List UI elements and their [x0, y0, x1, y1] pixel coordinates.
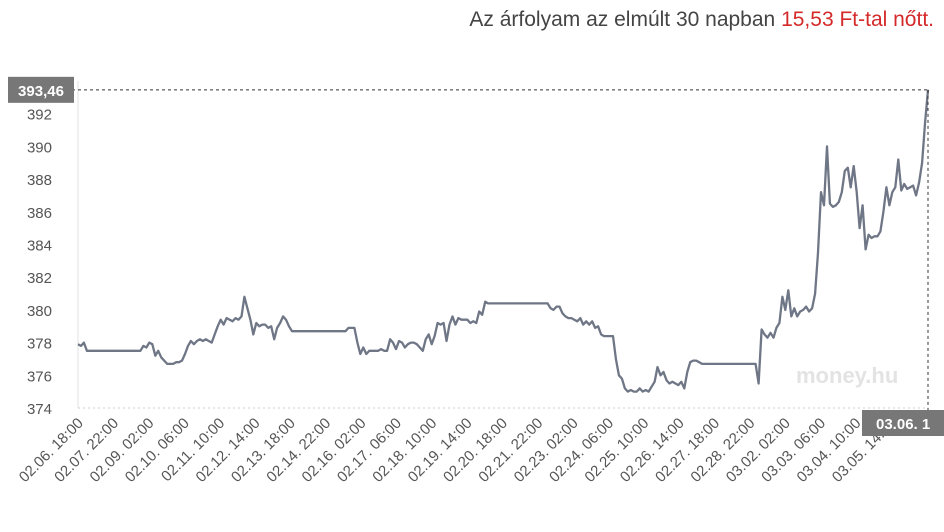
summary-change: 15,53 Ft-tal nőtt.: [781, 8, 934, 31]
y-tick-label: 378: [27, 336, 52, 353]
last-value-label: 393,46: [18, 83, 64, 100]
watermark-logo: money.hu: [796, 363, 898, 388]
y-tick-label: 384: [27, 238, 52, 255]
price-line: [77, 89, 930, 393]
y-tick-label: 380: [27, 303, 52, 320]
summary-prefix: Az árfolyam az elmúlt 30 napban: [469, 8, 776, 31]
last-date-tag-box: [862, 410, 944, 436]
y-tick-label: 392: [27, 107, 52, 124]
y-tick-label: 374: [27, 401, 52, 418]
last-value-tag: 393,46: [8, 76, 74, 103]
last-value-tag-box: [8, 76, 74, 103]
y-tick-label: 386: [27, 205, 52, 222]
summary-text: Az árfolyam az elmúlt 30 napban 15,53 Ft…: [469, 8, 934, 32]
y-tick-label: 390: [27, 139, 52, 156]
y-tick-label: 376: [27, 368, 52, 385]
last-date-label: 03.06. 1: [876, 416, 930, 433]
y-axis: 374376378380382384386388390392394: [27, 74, 928, 418]
y-tick-label: 388: [27, 172, 52, 189]
last-date-tag: 03.06. 1: [862, 410, 944, 436]
y-tick-label: 382: [27, 270, 52, 287]
